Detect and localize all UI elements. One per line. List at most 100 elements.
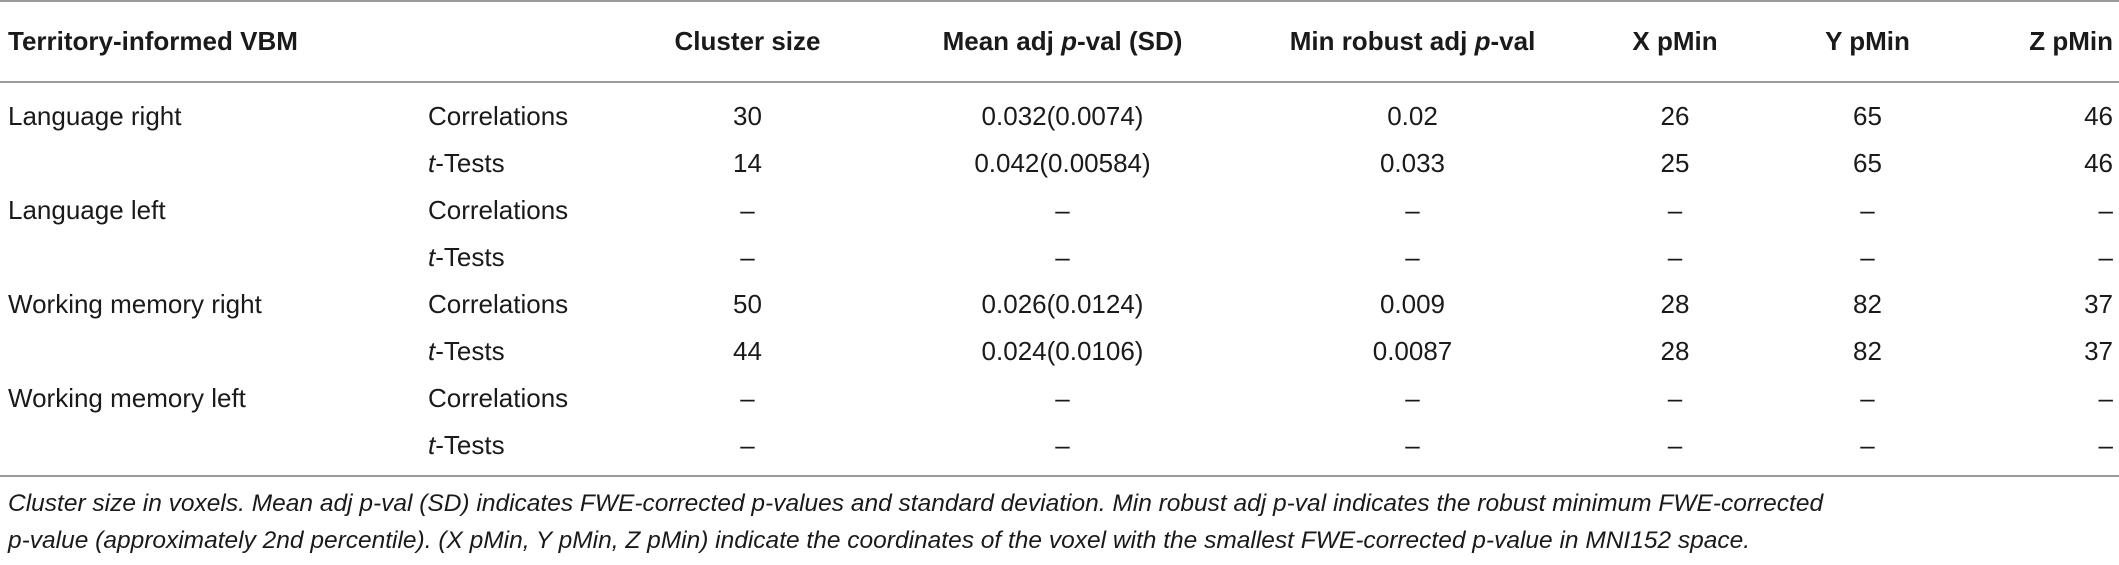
cell-group: Working memory right — [8, 289, 262, 319]
cell-x-pmin: – — [1667, 383, 1683, 413]
cell-mean-adj-pval: 0.024(0.0106) — [981, 336, 1144, 366]
cell-x-pmin: – — [1667, 195, 1683, 225]
cell-analysis: Correlations — [420, 281, 620, 328]
cell-y-pmin: 82 — [1853, 289, 1882, 319]
cell-z-pmin: 46 — [2084, 101, 2113, 131]
cell-mean-adj-pval: 0.026(0.0124) — [981, 289, 1144, 319]
cell-analysis-text: Correlations — [428, 101, 569, 131]
cell-y-pmin: – — [1860, 430, 1875, 460]
cell-x-pmin: 26 — [1660, 101, 1690, 131]
cell-group — [0, 422, 420, 476]
cell-mean-adj-pval: – — [1055, 383, 1070, 413]
table-row: t-Tests 14 0.042(0.00584) 0.033 25 65 46 — [0, 140, 2119, 187]
cell-analysis-text: Correlations — [428, 195, 569, 225]
cell-analysis-prefix: t — [428, 430, 436, 460]
cell-min-robust-pval: 0.02 — [1387, 101, 1438, 131]
cell-analysis: t-Tests — [420, 422, 620, 476]
cell-z-pmin: – — [2098, 195, 2113, 225]
cell-cluster-size: 30 — [733, 101, 762, 131]
table-row: Language left Correlations – – – – – – — [0, 187, 2119, 234]
cell-analysis-prefix: t — [428, 336, 436, 366]
footnote-line-2: p-value (approximately 2nd percentile). … — [8, 527, 1751, 554]
cell-y-pmin: 82 — [1853, 336, 1882, 366]
cell-x-pmin: 28 — [1660, 289, 1690, 319]
cell-x-pmin: – — [1667, 242, 1683, 272]
header-row: Territory-informed VBM Cluster size Mean… — [0, 1, 2119, 82]
table-row: t-Tests – – – – – – — [0, 422, 2119, 476]
cell-cluster-size: 44 — [733, 336, 762, 366]
header-min-robust-p: p — [1474, 26, 1491, 56]
header-x-pmin: X pMin — [1632, 26, 1718, 56]
cell-analysis: Correlations — [420, 375, 620, 422]
cell-analysis-text: -Tests — [435, 148, 505, 178]
cell-mean-adj-pval: 0.042(0.00584) — [974, 148, 1151, 178]
cell-analysis: t-Tests — [420, 234, 620, 281]
table-row: t-Tests 44 0.024(0.0106) 0.0087 28 82 37 — [0, 328, 2119, 375]
cell-cluster-size: – — [740, 195, 755, 225]
table-row: t-Tests – – – – – – — [0, 234, 2119, 281]
table-header: Territory-informed VBM Cluster size Mean… — [0, 1, 2119, 82]
cell-x-pmin: 25 — [1660, 148, 1690, 178]
cell-analysis-prefix: t — [428, 242, 436, 272]
header-min-robust-pval: Min robust adj p-val — [1250, 1, 1575, 82]
header-analysis — [420, 1, 620, 82]
cell-group: Language left — [8, 195, 166, 225]
cell-mean-adj-pval: – — [1055, 195, 1070, 225]
header-min-robust-suffix: -val — [1490, 26, 1536, 56]
cell-cluster-size: – — [740, 430, 755, 460]
results-table: Territory-informed VBM Cluster size Mean… — [0, 1, 2119, 476]
header-y-pmin: Y pMin — [1825, 26, 1910, 56]
cell-z-pmin: – — [2098, 242, 2113, 272]
cell-mean-adj-pval: – — [1055, 242, 1070, 272]
cell-min-robust-pval: – — [1405, 195, 1420, 225]
cell-min-robust-pval: 0.0087 — [1372, 336, 1453, 366]
table-body: Language right Correlations 30 0.032(0.0074… — [0, 82, 2119, 476]
cell-z-pmin: 37 — [2084, 336, 2113, 366]
cell-analysis-text: Correlations — [428, 383, 569, 413]
header-mean-adj-suffix: -val (SD) — [1076, 26, 1183, 56]
cell-y-pmin: 65 — [1853, 148, 1882, 178]
header-mean-adj-prefix: Mean adj — [942, 26, 1062, 56]
cell-group — [0, 328, 420, 375]
table-footnote: Cluster size in voxels. Mean adj p-val (… — [0, 477, 2119, 559]
cell-z-pmin: – — [2098, 430, 2113, 460]
cell-min-robust-pval: – — [1405, 383, 1420, 413]
cell-x-pmin: 28 — [1660, 336, 1690, 366]
header-cluster-size: Cluster size — [674, 26, 821, 56]
cell-y-pmin: 65 — [1853, 101, 1882, 131]
cell-min-robust-pval: 0.033 — [1379, 148, 1446, 178]
cell-analysis-text: Correlations — [428, 289, 569, 319]
cell-min-robust-pval: – — [1405, 242, 1420, 272]
cell-cluster-size: – — [740, 242, 755, 272]
cell-y-pmin: – — [1860, 242, 1875, 272]
cell-group — [0, 234, 420, 281]
cell-analysis: Correlations — [420, 82, 620, 140]
cell-z-pmin: – — [2098, 383, 2113, 413]
cell-z-pmin: 37 — [2084, 289, 2113, 319]
cell-analysis-prefix: t — [428, 148, 436, 178]
cell-group: Language right — [8, 101, 182, 131]
table-row: Working memory right Correlations 50 0.026(… — [0, 281, 2119, 328]
header-group: Territory-informed VBM — [8, 26, 298, 56]
cell-cluster-size: 50 — [733, 289, 762, 319]
cell-analysis-text: -Tests — [435, 336, 505, 366]
header-mean-adj-pval: Mean adj p-val (SD) — [875, 1, 1250, 82]
cell-analysis: Correlations — [420, 187, 620, 234]
cell-cluster-size: 14 — [733, 148, 762, 178]
cell-analysis: t-Tests — [420, 328, 620, 375]
cell-cluster-size: – — [740, 383, 755, 413]
cell-y-pmin: – — [1860, 195, 1875, 225]
cell-group: Working memory left — [8, 383, 246, 413]
header-mean-adj-p: p — [1061, 26, 1077, 56]
cell-group — [0, 140, 420, 187]
cell-analysis: t-Tests — [420, 140, 620, 187]
header-min-robust-prefix: Min robust adj — [1289, 26, 1475, 56]
cell-analysis-text: -Tests — [435, 242, 505, 272]
cell-min-robust-pval: 0.009 — [1379, 289, 1446, 319]
header-z-pmin: Z pMin — [2029, 26, 2113, 56]
cell-z-pmin: 46 — [2084, 148, 2113, 178]
table-row: Language right Correlations 30 0.032(0.0074… — [0, 82, 2119, 140]
cell-x-pmin: – — [1667, 430, 1683, 460]
cell-mean-adj-pval: – — [1055, 430, 1070, 460]
